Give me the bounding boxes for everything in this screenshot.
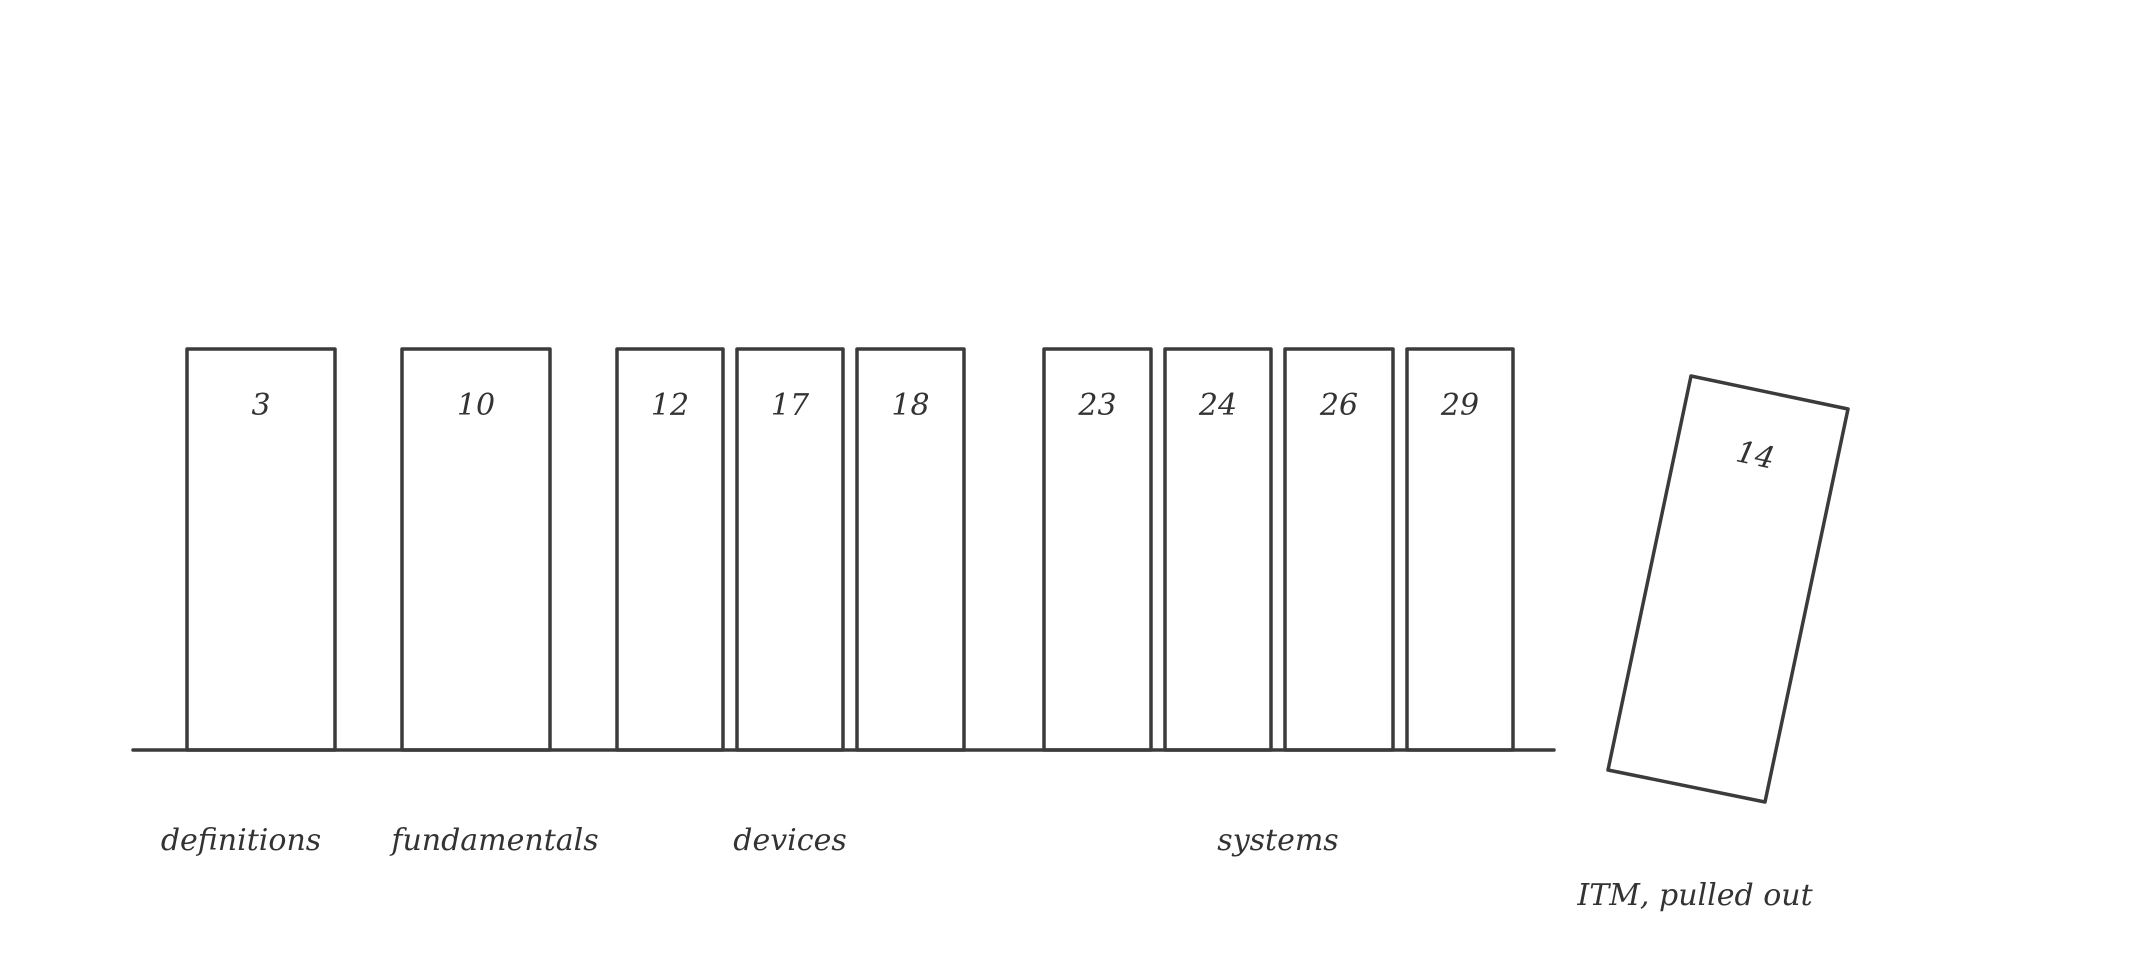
book <box>1283 347 1395 752</box>
book <box>855 347 966 752</box>
book <box>1163 347 1273 752</box>
book-label: 14 <box>1733 434 1778 476</box>
book <box>1042 347 1153 752</box>
book <box>400 347 552 752</box>
book <box>185 347 337 752</box>
book-label: 12 <box>651 388 689 423</box>
book-label: 26 <box>1319 388 1358 423</box>
group-label: devices <box>733 823 846 858</box>
group-label: fundamentals <box>389 823 598 858</box>
book <box>615 347 725 752</box>
caption: ITM, pulled out <box>1576 878 1813 913</box>
book-label: 3 <box>251 388 270 423</box>
group-label: definitions <box>161 823 321 858</box>
book-label: 23 <box>1077 388 1116 423</box>
book-label: 24 <box>1198 388 1237 423</box>
book <box>1405 347 1515 752</box>
book-label: 18 <box>891 388 929 423</box>
book-label: 17 <box>771 388 810 423</box>
pulled-out-book <box>1606 374 1850 804</box>
book <box>735 347 845 752</box>
group-label: systems <box>1217 823 1338 858</box>
book-label: 29 <box>1440 388 1479 423</box>
book-label: 10 <box>457 388 495 423</box>
